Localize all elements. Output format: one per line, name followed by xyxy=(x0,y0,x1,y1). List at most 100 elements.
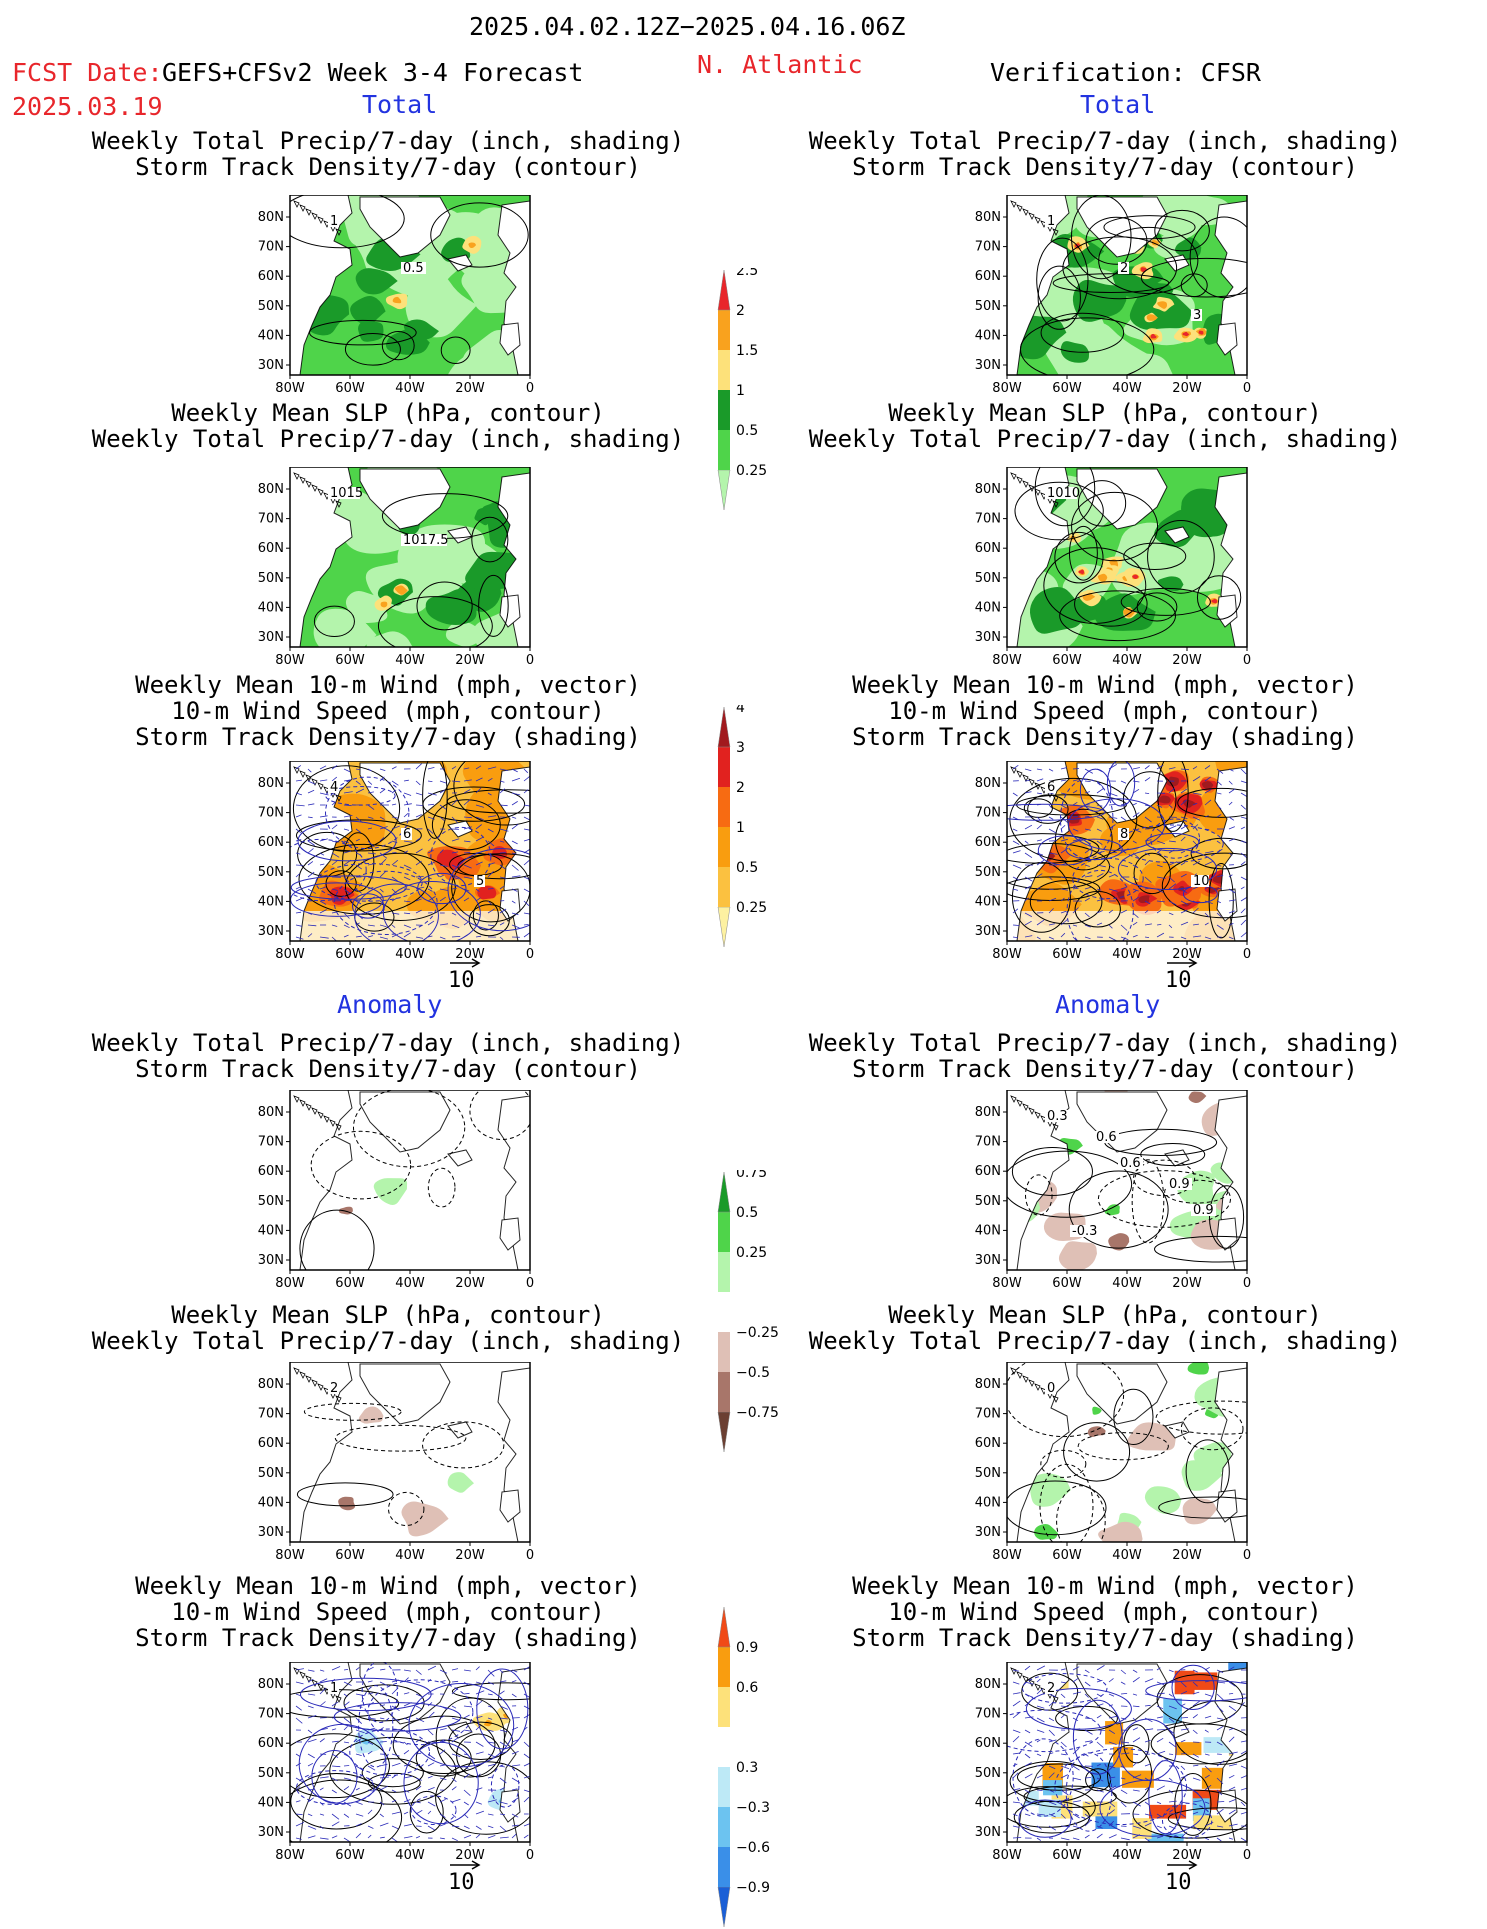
svg-text:0.6: 0.6 xyxy=(1120,1156,1141,1171)
lon-tick-label: 60W xyxy=(1052,381,1082,396)
lon-tick-label: 0 xyxy=(1243,1276,1251,1291)
lat-tick-label: 30N xyxy=(258,1825,284,1840)
svg-text:10: 10 xyxy=(1193,874,1210,889)
colorbar-swatch xyxy=(718,310,730,350)
lat-tick-label: 30N xyxy=(975,1525,1001,1540)
arrow-icon xyxy=(448,958,484,968)
title-p1r: Weekly Total Precip/7-day (inch, shading… xyxy=(805,128,1405,180)
lat-tick-label: 40N xyxy=(975,1223,1001,1238)
svg-text:6: 6 xyxy=(403,827,411,842)
contour-label: 1 xyxy=(1045,214,1056,229)
lat-tick-label: 70N xyxy=(975,512,1001,527)
lon-tick-label: 80W xyxy=(992,1548,1022,1563)
svg-text:0.5: 0.5 xyxy=(403,261,424,276)
lat-tick-label: 60N xyxy=(975,1436,1001,1451)
lat-tick-label: 70N xyxy=(258,806,284,821)
contour-label: 0.6 xyxy=(1118,1156,1143,1171)
vector-ref-p6r: 10 xyxy=(1165,1860,1201,1895)
colorbar-swatch xyxy=(718,270,730,310)
contour-label: 6 xyxy=(401,827,412,842)
colorbar-swatch xyxy=(718,1887,730,1927)
lon-tick-label: 20W xyxy=(1172,381,1202,396)
lat-tick-label: 50N xyxy=(258,1466,284,1481)
lon-tick-label: 60W xyxy=(335,1848,365,1863)
title-p4l: Weekly Total Precip/7-day (inch, shading… xyxy=(88,1030,688,1082)
lon-tick-label: 0 xyxy=(526,1848,534,1863)
lat-tick-label: 60N xyxy=(258,1164,284,1179)
lon-tick-label: 40W xyxy=(395,381,425,396)
svg-text:1: 1 xyxy=(1047,214,1055,229)
lat-tick-label: 80N xyxy=(258,1677,284,1692)
svg-text:0.3: 0.3 xyxy=(1047,1109,1068,1124)
lat-tick-label: 30N xyxy=(258,1253,284,1268)
lat-tick-label: 60N xyxy=(975,835,1001,850)
lon-tick-label: 20W xyxy=(455,381,485,396)
lon-tick-label: 40W xyxy=(395,1276,425,1291)
verification-label: Verification: CFSR xyxy=(990,58,1261,87)
lat-tick-label: 50N xyxy=(258,571,284,586)
contour-label: 0.3 xyxy=(1045,1109,1070,1124)
contour-label: 0.9 xyxy=(1191,1203,1216,1218)
colorbar-label: 0.5 xyxy=(736,860,758,876)
lat-tick-label: 60N xyxy=(975,541,1001,556)
svg-text:1: 1 xyxy=(330,214,338,229)
lat-tick-label: 60N xyxy=(258,835,284,850)
contour-label: 0.6 xyxy=(1094,1130,1119,1145)
svg-text:4: 4 xyxy=(330,780,338,795)
lat-tick-label: 80N xyxy=(975,482,1001,497)
colorbar-swatch xyxy=(718,430,730,470)
contour-label: 1017.5 xyxy=(401,533,449,548)
colorbar-swatch xyxy=(718,827,730,867)
contour-label: -0.3 xyxy=(1070,1224,1102,1239)
lat-tick-label: 80N xyxy=(258,1105,284,1120)
colorbar-label: 0.5 xyxy=(736,423,758,439)
fcst-date: 2025.03.19 xyxy=(12,92,163,121)
colorbar-swatch xyxy=(718,1847,730,1887)
lon-tick-label: 0 xyxy=(526,1548,534,1563)
lat-tick-label: 60N xyxy=(258,1736,284,1751)
contour-label: 1 xyxy=(328,1681,339,1696)
lat-tick-label: 70N xyxy=(975,806,1001,821)
colorbar-swatch xyxy=(718,907,730,947)
lat-tick-label: 70N xyxy=(258,240,284,255)
svg-text:2: 2 xyxy=(1120,261,1128,276)
lat-tick-label: 70N xyxy=(975,1707,1001,1722)
colorbar-swatch xyxy=(718,747,730,787)
colorbar-swatch xyxy=(718,1212,730,1252)
lat-tick-label: 50N xyxy=(975,1194,1001,1209)
lon-tick-label: 0 xyxy=(1243,1548,1251,1563)
lat-tick-label: 60N xyxy=(258,269,284,284)
lat-tick-label: 70N xyxy=(975,1407,1001,1422)
title-p6l: Weekly Mean 10-m Wind (mph, vector)10-m … xyxy=(88,1573,688,1651)
lon-tick-label: 0 xyxy=(1243,653,1251,668)
lat-tick-label: 50N xyxy=(258,1766,284,1781)
date-range: 2025.04.02.12Z−2025.04.16.06Z xyxy=(469,12,906,41)
lat-tick-label: 30N xyxy=(975,924,1001,939)
colorbar-label: 2 xyxy=(736,303,745,319)
svg-text:1: 1 xyxy=(330,1681,338,1696)
lon-tick-label: 60W xyxy=(335,1276,365,1291)
lon-tick-label: 60W xyxy=(1052,1848,1082,1863)
region-label: N. Atlantic xyxy=(697,50,863,79)
contour-label: 0.5 xyxy=(401,261,426,276)
lat-tick-label: 70N xyxy=(258,1135,284,1150)
colorbar-swatch xyxy=(718,1607,730,1647)
colorbar-swatch xyxy=(718,470,730,510)
lon-tick-label: 40W xyxy=(1112,381,1142,396)
svg-text:0.9: 0.9 xyxy=(1169,1177,1190,1192)
lon-tick-label: 60W xyxy=(335,1548,365,1563)
lon-tick-label: 80W xyxy=(992,653,1022,668)
colorbar-label: 1 xyxy=(736,820,745,836)
lat-tick-label: 80N xyxy=(258,482,284,497)
svg-text:-0.3: -0.3 xyxy=(1072,1224,1097,1239)
colorbar-swatch xyxy=(718,1687,730,1727)
lat-tick-label: 70N xyxy=(258,1407,284,1422)
lat-tick-label: 60N xyxy=(258,1436,284,1451)
colorbar-label: −0.75 xyxy=(736,1405,779,1421)
